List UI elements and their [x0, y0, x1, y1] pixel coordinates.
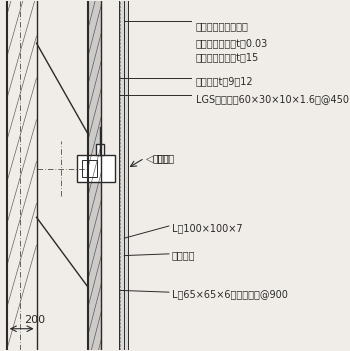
Text: L－65×65×6　加工物　@900: L－65×65×6 加工物 @900	[172, 289, 287, 299]
Bar	[96, 144, 104, 154]
Text: 木下地　t＝9＋12: 木下地 t＝9＋12	[196, 77, 253, 86]
Text: ガラスクロスパネル: ガラスクロスパネル	[196, 21, 249, 31]
Bar	[77, 154, 115, 183]
Bar	[88, 1, 101, 350]
Text: ポリフィルム　t＝0.03: ポリフィルム t＝0.03	[196, 38, 268, 48]
Bar	[83, 160, 97, 177]
Text: 防振ゴム: 防振ゴム	[172, 251, 195, 260]
Bar	[119, 1, 128, 350]
Text: 200: 200	[25, 315, 46, 325]
Text: LGS　　［－60×30×10×1.6　@450: LGS ［－60×30×10×1.6 @450	[196, 94, 349, 104]
Text: 一部合板　　　t＝15: 一部合板 t＝15	[196, 52, 259, 62]
Text: ◁ 仕上面: ◁ 仕上面	[146, 153, 174, 163]
Text: L－100×100×7: L－100×100×7	[172, 223, 242, 233]
Text: 仕上面: 仕上面	[153, 153, 170, 163]
